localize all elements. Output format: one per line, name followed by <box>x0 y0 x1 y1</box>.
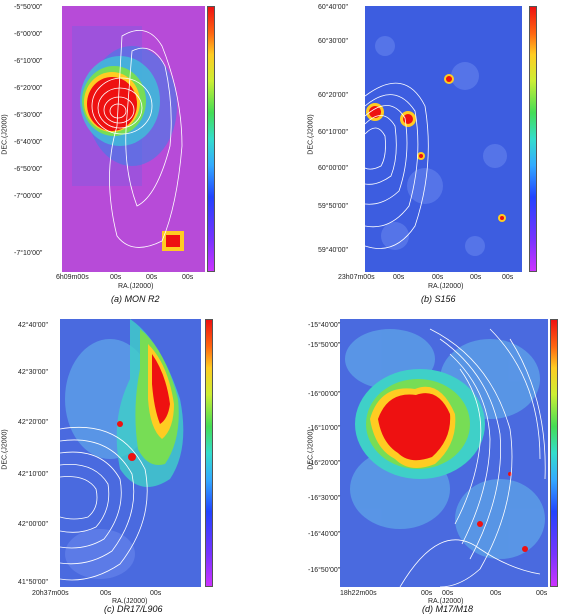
y-tick-label: 42°20'00" <box>18 419 48 426</box>
y-tick-label: -6°50'00" <box>14 166 43 173</box>
x-axis-label-d: RA.(J2000) <box>428 598 464 605</box>
y-tick-label: 42°00'00" <box>18 521 48 528</box>
x-tick-label: 00s <box>421 590 433 597</box>
y-tick-label: 60°20'00" <box>318 92 348 99</box>
y-tick-label: 59°50'00" <box>318 203 348 210</box>
caption-b: (b) S156 <box>421 294 456 304</box>
y-tick-label: -16°30'00" <box>308 495 341 502</box>
y-tick-label: 60°00'00" <box>318 165 348 172</box>
x-axis-label-a: RA.(J2000) <box>118 283 154 290</box>
y-tick-label: -16°40'00" <box>308 531 341 538</box>
y-tick-label: 42°30'00" <box>18 369 48 376</box>
x-tick-label: 00s <box>182 274 194 281</box>
y-tick-label: -15°40'00" <box>308 322 341 329</box>
y-tick-label: 60°30'00" <box>318 38 348 45</box>
map-image-c <box>60 319 201 587</box>
x-tick-label: 00s <box>490 590 502 597</box>
x-tick-label: 18h22m00s <box>340 590 377 597</box>
y-tick-label: -6°30'00" <box>14 112 43 119</box>
y-axis-label-a: DEC.(J2000) <box>1 114 9 155</box>
x-tick-label: 00s <box>536 590 548 597</box>
x-axis-label-c: RA.(J2000) <box>112 598 148 605</box>
colorbar-c <box>205 319 213 587</box>
x-axis-label-b: RA.(J2000) <box>428 283 464 290</box>
x-tick-label: 00s <box>393 274 405 281</box>
colorbar-d <box>550 319 558 587</box>
caption-c: (c) DR17/L906 <box>104 604 163 614</box>
y-axis-label-b: DEC.(J2000) <box>307 114 315 155</box>
x-tick-label: 00s <box>100 590 112 597</box>
y-tick-label: -5°50'00" <box>14 4 43 11</box>
y-tick-label: -6°40'00" <box>14 139 43 146</box>
map-image-b <box>365 6 522 272</box>
x-tick-label: 20h37m00s <box>32 590 69 597</box>
y-tick-label: 41°50'00" <box>18 579 48 586</box>
x-tick-label: 00s <box>110 274 122 281</box>
y-tick-label: -6°00'00" <box>14 31 43 38</box>
y-axis-label-d: DEC.(J2000) <box>307 429 315 470</box>
caption-d: (d) M17/M18 <box>422 604 474 614</box>
map-image-a <box>62 6 205 272</box>
x-tick-label: 23h07m00s <box>338 274 375 281</box>
map-image-d <box>340 319 548 587</box>
y-axis-label-c: DEC.(J2000) <box>1 429 9 470</box>
x-tick-label: 00s <box>502 274 514 281</box>
y-tick-label: 59°40'00" <box>318 247 348 254</box>
y-tick-label: -16°20'00" <box>308 460 341 467</box>
y-tick-label: -7°00'00" <box>14 193 43 200</box>
y-tick-label: -7°10'00" <box>14 250 43 257</box>
y-tick-label: -6°10'00" <box>14 58 43 65</box>
y-tick-label: 42°10'00" <box>18 471 48 478</box>
y-tick-label: -6°20'00" <box>14 85 43 92</box>
y-tick-label: 60°40'00" <box>318 4 348 11</box>
x-tick-label: 00s <box>442 590 454 597</box>
x-tick-label: 6h09m00s <box>56 274 89 281</box>
y-tick-label: 60°10'00" <box>318 129 348 136</box>
x-tick-label: 00s <box>470 274 482 281</box>
x-tick-label: 00s <box>150 590 162 597</box>
colorbar-a <box>207 6 215 272</box>
caption-a: (a) MON R2 <box>111 294 160 304</box>
y-tick-label: -16°00'00" <box>308 391 341 398</box>
y-tick-label: -16°50'00" <box>308 567 341 574</box>
y-tick-label: -15°50'00" <box>308 342 341 349</box>
x-tick-label: 00s <box>432 274 444 281</box>
x-tick-label: 00s <box>146 274 158 281</box>
y-tick-label: -16°10'00" <box>308 425 341 432</box>
y-tick-label: 42°40'00" <box>18 322 48 329</box>
colorbar-b <box>529 6 537 272</box>
